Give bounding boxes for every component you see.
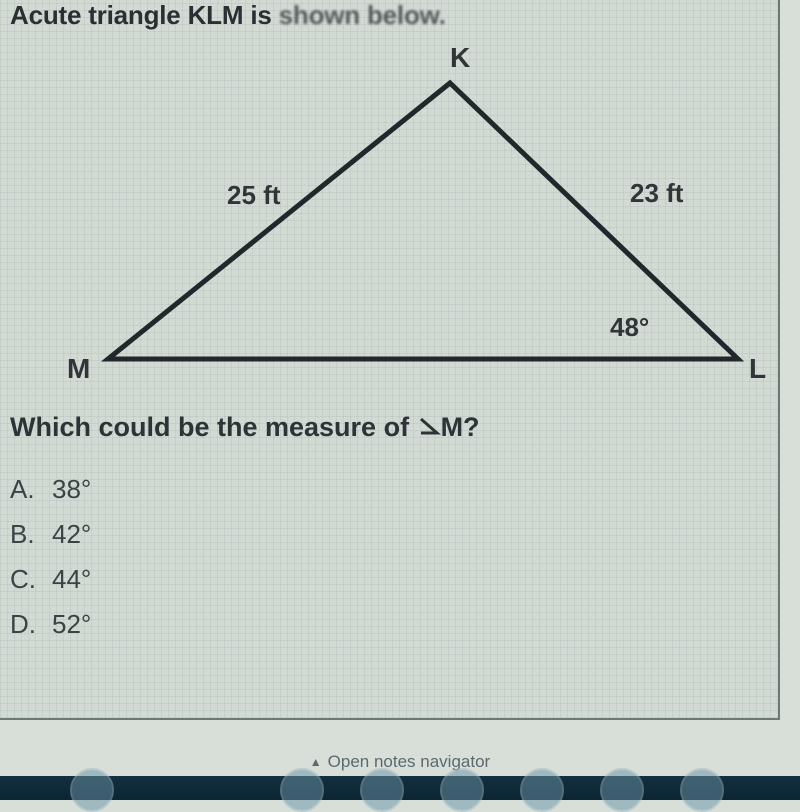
option-label: D. [10,609,52,640]
taskbar-icon[interactable] [520,768,564,812]
title-blur-text: shown below. [279,0,446,30]
angle-symbol-icon [417,415,441,437]
side-label-KM: 25 ft [227,180,280,211]
option-A[interactable]: A.38° [10,474,91,505]
worksheet-paper: Acute triangle KLM is shown below. K M L… [0,0,780,720]
option-D[interactable]: D.52° [10,609,91,640]
angle-label-L: 48° [610,312,649,343]
taskbar-icon[interactable] [680,768,724,812]
taskbar [0,776,800,800]
taskbar-icon[interactable] [280,768,324,812]
option-label: B. [10,519,52,550]
option-value: 52° [52,609,91,639]
option-label: C. [10,564,52,595]
problem-title: Acute triangle KLM is shown below. [10,0,446,31]
option-value: 44° [52,564,91,594]
taskbar-icon[interactable] [600,768,644,812]
taskbar-icon[interactable] [70,768,114,812]
taskbar-icon[interactable] [440,768,484,812]
question-text: Which could be the measure of M? [10,412,480,443]
taskbar-icon[interactable] [360,768,404,812]
answer-options: A.38° B.42° C.44° D.52° [10,474,91,654]
notes-navigator-button[interactable]: ▲Open notes navigator [0,752,800,772]
vertex-label-M: M [67,353,90,385]
option-value: 38° [52,474,91,504]
chevron-up-icon: ▲ [310,755,322,769]
triangle-figure: K M L 25 ft 23 ft 48° [35,40,765,390]
side-label-KL: 23 ft [630,178,683,209]
option-label: A. [10,474,52,505]
vertex-label-K: K [450,42,470,74]
question-prefix: Which could be the measure of [10,412,417,442]
option-B[interactable]: B.42° [10,519,91,550]
question-angle-vertex: M? [441,412,480,442]
triangle-svg [35,40,765,390]
option-value: 42° [52,519,91,549]
title-text: Acute triangle KLM is [10,0,279,30]
vertex-label-L: L [749,353,766,385]
option-C[interactable]: C.44° [10,564,91,595]
